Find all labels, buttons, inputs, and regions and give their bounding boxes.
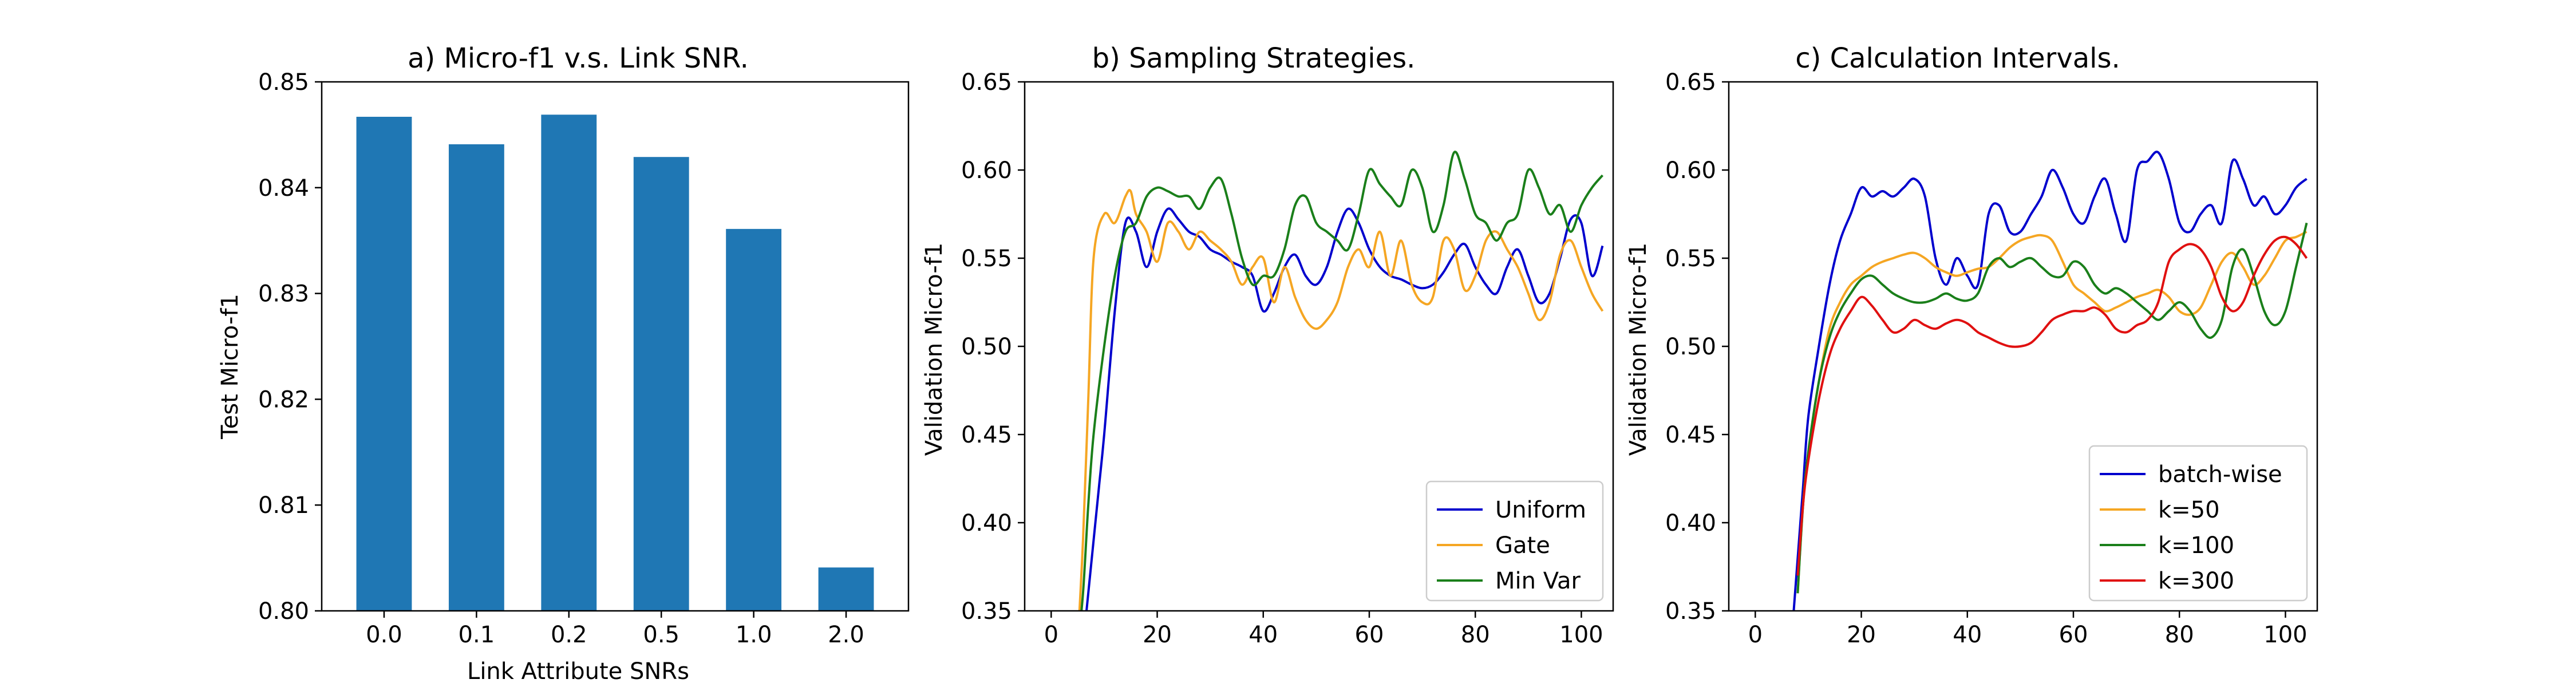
y-tick-label: 0.45: [961, 422, 1012, 448]
legend-label: k=50: [2158, 497, 2220, 523]
panel-a-xlabel: Link Attribute SNRs: [467, 658, 689, 685]
bar-0.2: [541, 114, 597, 611]
bar-2.0: [818, 567, 874, 611]
panel-b-line-chart: b) Sampling Strategies. Validation Micro…: [921, 42, 1614, 648]
panel-a-frame: [321, 81, 910, 612]
panel-b-frame: [1024, 81, 1614, 612]
panel-a-bar-chart: a) Micro-f1 v.s. Link SNR. Link Attribut…: [217, 42, 910, 685]
x-tick-label: 80: [1461, 622, 1490, 648]
y-tick-label: 0.55: [1665, 246, 1716, 272]
y-tick-label: 0.83: [258, 281, 309, 307]
x-tick-label: 20: [1847, 622, 1876, 648]
y-tick-label: 0.60: [1665, 157, 1716, 184]
x-tick-label: 80: [2165, 622, 2194, 648]
legend-label: batch-wise: [2158, 461, 2282, 488]
x-tick-label: 20: [1143, 622, 1172, 648]
y-tick-label: 0.84: [258, 175, 309, 202]
panel-c-frame: [1728, 81, 2318, 612]
legend-label: k=100: [2158, 532, 2234, 559]
y-tick-label: 0.40: [1665, 510, 1716, 536]
y-tick-label: 0.82: [258, 386, 309, 413]
y-tick-label: 0.35: [961, 598, 1012, 625]
x-tick-label: 40: [1249, 622, 1278, 648]
y-tick-label: 0.50: [1665, 334, 1716, 360]
y-tick-label: 0.55: [961, 246, 1012, 272]
bar-0.0: [356, 116, 412, 611]
x-tick-label: 40: [1953, 622, 1982, 648]
series-line-batch-wise: [1792, 151, 2308, 611]
legend-label: Uniform: [1495, 497, 1586, 523]
y-tick-label: 0.50: [961, 334, 1012, 360]
x-tick-label: 0: [1748, 622, 1763, 648]
x-tick-label: 0.0: [366, 622, 402, 648]
series-line-gate: [1078, 188, 1604, 611]
bar-0.1: [448, 144, 504, 611]
y-tick-label: 0.35: [1665, 598, 1716, 625]
series-line-k-100: [1796, 222, 2308, 594]
series-line-k-50: [1796, 230, 2308, 594]
x-tick-label: 0.2: [551, 622, 587, 648]
panel-c-line-chart: c) Calculation Intervals. Validation Mic…: [1625, 42, 2318, 648]
legend-box: [1425, 480, 1604, 602]
legend-box: [2088, 445, 2308, 602]
y-tick-label: 0.80: [258, 598, 309, 625]
y-tick-label: 0.40: [961, 510, 1012, 536]
x-tick-label: 100: [1559, 622, 1603, 648]
x-tick-label: 1.0: [736, 622, 772, 648]
series-line-min-var: [1080, 151, 1604, 611]
y-tick-label: 0.85: [258, 69, 309, 96]
x-tick-label: 60: [1355, 622, 1384, 648]
panel-a-title: a) Micro-f1 v.s. Link SNR.: [408, 42, 749, 74]
panel-a-ylabel: Test Micro-f1: [217, 294, 243, 440]
x-tick-label: 0.5: [643, 622, 679, 648]
y-tick-label: 0.65: [961, 69, 1012, 96]
legend-label: Gate: [1495, 532, 1550, 559]
x-tick-label: 0: [1044, 622, 1058, 648]
x-tick-label: 2.0: [828, 622, 864, 648]
y-tick-label: 0.45: [1665, 422, 1716, 448]
legend-label: k=300: [2158, 568, 2234, 594]
x-tick-label: 60: [2059, 622, 2088, 648]
y-tick-label: 0.60: [961, 157, 1012, 184]
x-tick-label: 0.1: [459, 622, 495, 648]
panel-c-legend: batch-wise k=50 k=100 k=300: [2088, 445, 2308, 602]
panel-b-ylabel: Validation Micro-f1: [921, 243, 947, 456]
y-tick-label: 0.65: [1665, 69, 1716, 96]
panel-b-title: b) Sampling Strategies.: [1092, 42, 1416, 74]
legend-label: Min Var: [1495, 568, 1581, 594]
bar-0.5: [633, 157, 689, 611]
panel-b-legend: Uniform Gate Min Var: [1425, 480, 1604, 602]
x-tick-label: 100: [2263, 622, 2307, 648]
bar-1.0: [726, 228, 782, 611]
panel-c-ylabel: Validation Micro-f1: [1625, 243, 1652, 456]
series-line-k-300: [1796, 235, 2308, 576]
panel-c-title: c) Calculation Intervals.: [1795, 42, 2120, 74]
series-line-uniform: [1085, 207, 1604, 611]
y-tick-label: 0.81: [258, 492, 309, 519]
